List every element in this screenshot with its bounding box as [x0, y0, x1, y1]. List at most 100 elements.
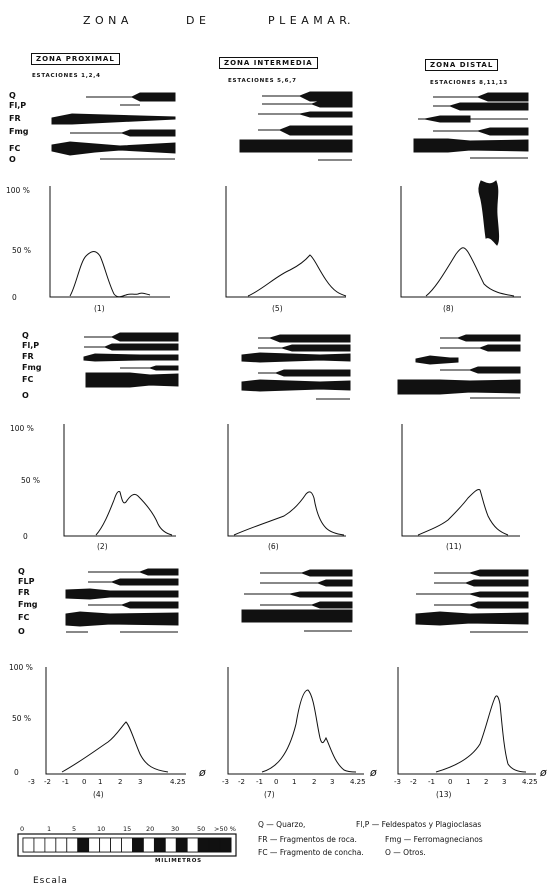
legend-q: Q — Quarzo,	[258, 820, 306, 829]
kite-diagram-5	[239, 91, 353, 161]
label-o-row3: O	[18, 627, 25, 636]
scale-cell	[143, 837, 155, 853]
scale-unit: MILIMETROS	[155, 858, 202, 864]
x-tick-label: -3	[394, 778, 401, 786]
histogram-7	[261, 689, 357, 773]
x-tick-label: -2	[410, 778, 417, 786]
kite-diagram-2	[83, 332, 179, 388]
label-fr-row2: FR	[22, 352, 34, 361]
scale-cells	[22, 837, 232, 853]
x-tick-label: 4.25	[170, 778, 186, 786]
zone-intermedia-header: ZONA INTERMEDIA	[219, 57, 318, 69]
axis-4	[45, 667, 186, 775]
histogram-13	[435, 695, 527, 773]
ylabel-0-row2: 0	[23, 532, 28, 541]
panel-id-11: (11)	[446, 542, 462, 551]
histogram-4	[61, 721, 169, 773]
x-tick-label: -2	[44, 778, 51, 786]
kite-diagram-11	[397, 334, 521, 399]
scale-cell	[164, 837, 177, 853]
histogram-8	[425, 247, 515, 297]
label-fc-row1: FC	[9, 144, 21, 153]
kite-diagram-13	[415, 569, 529, 633]
scale-cell	[44, 837, 57, 853]
histogram-1	[69, 251, 151, 298]
x-tick-label: 0	[82, 778, 87, 786]
x-tick-label: -1	[428, 778, 435, 786]
legend-o: O — Otros.	[385, 848, 426, 857]
scale-number: >50 %	[214, 825, 236, 833]
axis-5	[225, 186, 346, 298]
label-fc-row2: FC	[22, 375, 34, 384]
x-tick-label: -1	[256, 778, 263, 786]
label-q-row2: Q	[22, 331, 29, 340]
scale-cell	[121, 837, 133, 853]
label-o-row2: O	[22, 391, 29, 400]
scale-cell	[22, 837, 35, 853]
kite-diagram-8	[413, 92, 529, 159]
x-tick-label: 3	[138, 778, 143, 786]
label-q-row3: Q	[18, 567, 25, 576]
panel-id-6: (6)	[268, 542, 279, 551]
x-tick-label: 1	[292, 778, 297, 786]
label-o-row1: O	[9, 155, 16, 164]
axis-11	[401, 424, 520, 537]
title-word-de: D E	[186, 14, 207, 27]
x-tick-label: 3	[330, 778, 335, 786]
scale-number: 5	[72, 825, 77, 833]
scale-number: 20	[146, 825, 155, 833]
scale-cell	[99, 837, 111, 853]
axis-1	[49, 186, 170, 298]
legend-fmg: Fmg — Ferromagnecianos	[385, 835, 483, 844]
zone-intermedia-stations: ESTACIONES 5,6,7	[228, 78, 297, 84]
x-tick-label: 4.25	[522, 778, 538, 786]
ylabel-50-row2: 50 %	[21, 476, 41, 485]
x-tick-label: 1	[466, 778, 471, 786]
scale-cell	[197, 837, 210, 853]
scale-number: 30	[171, 825, 180, 833]
panel-id-8: (8)	[443, 304, 454, 313]
x-tick-label: 2	[312, 778, 317, 786]
scale-cell	[175, 837, 188, 853]
panel-id-7: (7)	[264, 790, 275, 799]
panel-id-5: (5)	[272, 304, 283, 313]
histogram-11	[417, 489, 509, 536]
x-tick-label: 2	[118, 778, 123, 786]
x-tick-label: 2	[484, 778, 489, 786]
label-fr-row1: FR	[9, 114, 21, 123]
legend-flp: Fl,P — Feldespatos y Plagioclasas	[356, 820, 482, 829]
ylabel-100-row2: 100 %	[10, 424, 34, 433]
axis-13	[397, 667, 536, 775]
phi-symbol-1: ø	[199, 766, 206, 779]
ylabel-100-row3: 100 %	[9, 663, 33, 672]
legend-fc: FC — Fragmento de concha.	[258, 848, 364, 857]
label-fmg-row1: Fmg	[9, 127, 29, 136]
scale-cell	[66, 837, 79, 853]
kite-diagram-1	[51, 92, 176, 160]
x-tick-label: -2	[238, 778, 245, 786]
ylabel-0-row3: 0	[14, 768, 19, 777]
axis-7	[227, 667, 364, 775]
histogram-2	[95, 491, 173, 536]
scale-caption: Escala	[33, 876, 68, 886]
label-fc-row3: FC	[18, 613, 30, 622]
zone-distal-stations: ESTACIONES 8,11,13	[430, 80, 509, 86]
scale-number: 1	[47, 825, 52, 833]
x-tick-label: 0	[448, 778, 453, 786]
ink-smear	[478, 180, 500, 246]
histogram-5	[247, 254, 347, 297]
scale-cell	[77, 837, 90, 853]
label-flp-row3: FLP	[18, 577, 35, 586]
kite-diagram-4	[65, 568, 179, 633]
axis-8	[400, 186, 521, 298]
label-fr-row3: FR	[18, 588, 30, 597]
kite-diagram-6	[241, 334, 351, 400]
label-q-row1: Q	[9, 91, 16, 100]
histogram-6	[233, 491, 345, 536]
ylabel-100-row1: 100 %	[6, 186, 30, 195]
x-tick-label: 4.25	[350, 778, 366, 786]
panel-id-1: (1)	[94, 304, 105, 313]
phi-symbol-3: ø	[540, 766, 547, 779]
scale-number: 50	[197, 825, 206, 833]
